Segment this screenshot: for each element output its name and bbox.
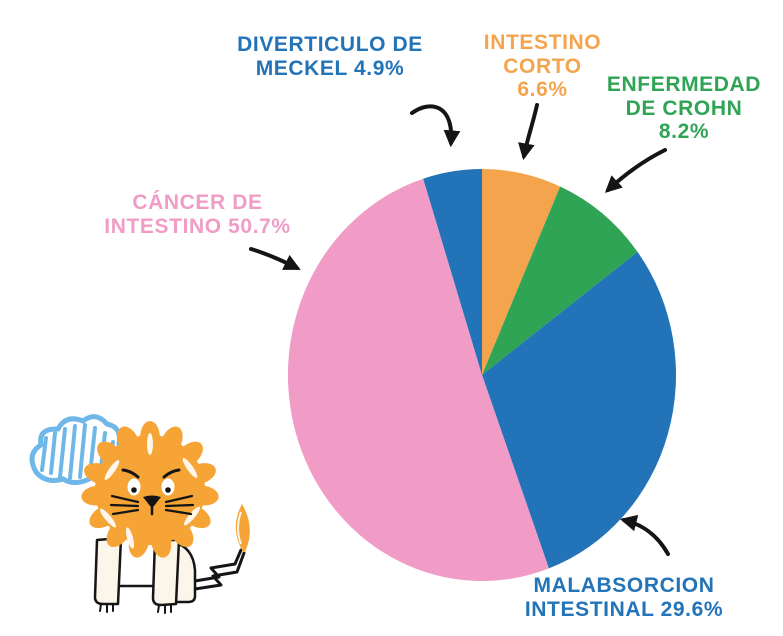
lion-face-icon: [109, 468, 195, 516]
callout-label-malabsorcion-intestinal: MALABSORCION INTESTINAL 29.6%: [490, 574, 758, 621]
lion-doodle-illustration: [29, 414, 250, 614]
callout-label-diverticulo-meckel: DIVERTICULO DE MECKEL 4.9%: [200, 33, 460, 80]
callout-line: INTESTINAL 29.6%: [524, 597, 724, 621]
callout-line: CÁNCER DE: [132, 191, 263, 214]
callout-line: 6.6%: [517, 78, 568, 101]
lion-mane-icon: [81, 421, 219, 558]
callout-line: DIVERTICULO DE: [237, 33, 423, 56]
arrow-down-left-icon: [604, 148, 667, 193]
callout-line: DE CROHN: [625, 96, 743, 120]
callout-line: CORTO: [503, 54, 582, 78]
pie-slice-cancer-de-intestino: [288, 178, 549, 581]
callout-label-cancer-intestino: CÁNCER DE INTESTINO 50.7%: [75, 191, 320, 238]
callout-line: ENFERMEDAD: [606, 73, 762, 96]
lion-tail: [193, 548, 246, 591]
pie-slice-enfermedad-de-crohn: [482, 186, 638, 375]
callout-label-intestino-corto: INTESTINO CORTO 6.6%: [455, 31, 630, 102]
callout-line: MALABSORCION: [533, 574, 715, 597]
pie-slice-intestino-corto: [482, 169, 561, 375]
callout-line: MECKEL 4.9%: [255, 56, 405, 80]
curved-arrow-down-icon: [410, 104, 461, 148]
tail-flame-highlight: [237, 511, 242, 545]
callout-line: INTESTINO: [483, 31, 602, 54]
callout-line: 8.2%: [658, 120, 710, 143]
pie-slice-diverticulo-de-meckel: [423, 169, 482, 375]
callout-label-enfermedad-crohn: ENFERMEDAD DE CROHN 8.2%: [585, 73, 783, 144]
arrow-down-right-icon: [249, 247, 301, 270]
pie-chart: [288, 169, 676, 581]
curved-arrow-up-left-icon: [619, 514, 670, 556]
arrow-down-icon: [518, 103, 539, 161]
callout-line: INTESTINO 50.7%: [104, 214, 291, 238]
pie-slice-malabsorcion-intestinal: [482, 251, 676, 569]
